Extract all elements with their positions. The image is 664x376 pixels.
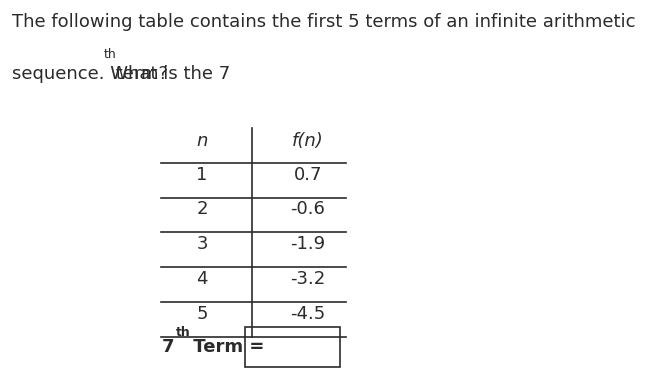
Text: The following table contains the first 5 terms of an infinite arithmetic: The following table contains the first 5… (12, 12, 635, 30)
Text: 2: 2 (196, 200, 208, 218)
Text: -1.9: -1.9 (290, 235, 325, 253)
Text: f(n): f(n) (291, 132, 323, 150)
Text: 4: 4 (196, 270, 208, 288)
Text: -4.5: -4.5 (290, 305, 325, 323)
Text: th: th (103, 48, 116, 61)
Text: 1: 1 (197, 166, 208, 184)
Bar (245, 327, 340, 367)
Text: Term =: Term = (187, 338, 265, 356)
Text: -3.2: -3.2 (290, 270, 325, 288)
Text: -0.6: -0.6 (290, 200, 325, 218)
Text: term?: term? (110, 65, 168, 83)
Text: 7: 7 (161, 338, 174, 356)
Text: 0.7: 0.7 (293, 166, 322, 184)
Text: sequence. What is the 7: sequence. What is the 7 (12, 65, 230, 83)
Text: n: n (197, 132, 208, 150)
Text: 3: 3 (196, 235, 208, 253)
Text: th: th (175, 326, 190, 339)
Text: 5: 5 (196, 305, 208, 323)
